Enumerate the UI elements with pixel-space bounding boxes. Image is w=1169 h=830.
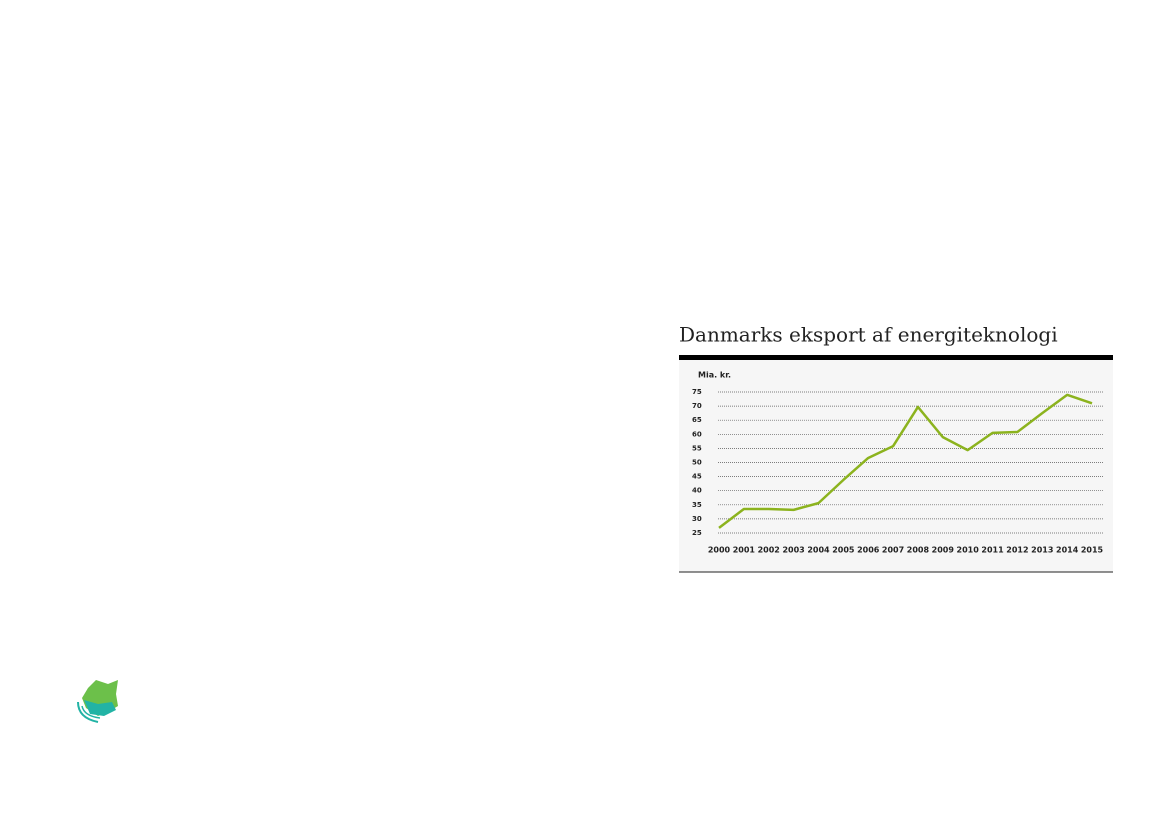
y-tick-label: 45 bbox=[692, 473, 702, 481]
chart-title: Danmarks eksport af energiteknologi bbox=[679, 323, 1058, 347]
x-tick-label: 2004 bbox=[807, 546, 830, 555]
x-tick-label: 2009 bbox=[932, 546, 955, 555]
chart-panel bbox=[679, 360, 1113, 572]
y-tick-label: 75 bbox=[692, 388, 702, 396]
y-tick-label: 50 bbox=[692, 459, 702, 467]
y-tick-label: 25 bbox=[692, 529, 702, 537]
logo bbox=[77, 680, 118, 723]
x-tick-label: 2010 bbox=[957, 546, 980, 555]
y-tick-label: 70 bbox=[692, 402, 702, 410]
x-tick-label: 2002 bbox=[758, 546, 780, 555]
x-tick-label: 2008 bbox=[907, 546, 930, 555]
x-tick-label: 2005 bbox=[832, 546, 855, 555]
x-tick-label: 2006 bbox=[857, 546, 880, 555]
x-tick-label: 2003 bbox=[782, 546, 804, 555]
x-tick-label: 2000 bbox=[708, 546, 731, 555]
x-tick-label: 2007 bbox=[882, 546, 904, 555]
x-tick-label: 2013 bbox=[1031, 546, 1053, 555]
x-tick-label: 2015 bbox=[1081, 546, 1104, 555]
title-rule bbox=[679, 355, 1113, 360]
y-tick-label: 30 bbox=[692, 515, 702, 523]
data-line bbox=[718, 393, 1093, 529]
y-tick-label: 35 bbox=[692, 501, 702, 509]
y-tick-label: 60 bbox=[692, 430, 702, 438]
x-tick-label: 2012 bbox=[1006, 546, 1028, 555]
y-axis-label: Mia. kr. bbox=[698, 371, 731, 380]
y-tick-label: 40 bbox=[692, 487, 702, 495]
x-tick-label: 2011 bbox=[981, 546, 1004, 555]
y-tick-label: 65 bbox=[692, 416, 702, 424]
x-tick-label: 2001 bbox=[733, 546, 756, 555]
y-tick-label: 55 bbox=[692, 444, 702, 452]
x-tick-label: 2014 bbox=[1056, 546, 1079, 555]
